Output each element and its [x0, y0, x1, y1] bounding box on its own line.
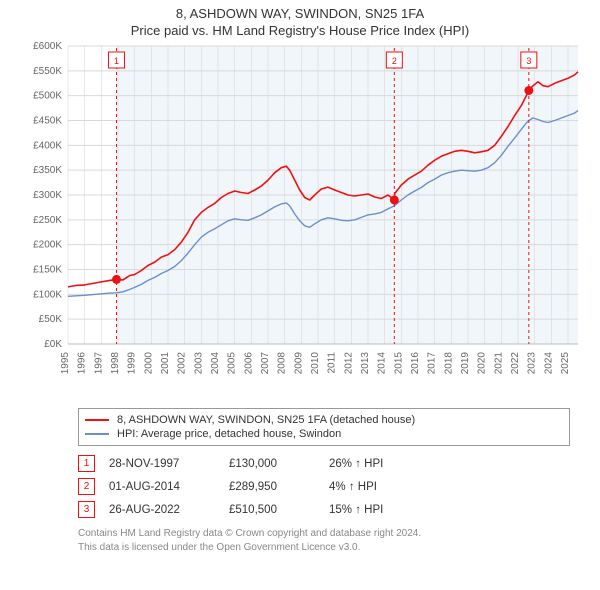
sales-row: 2 01-AUG-2014£289,9504% ↑ HPI — [78, 475, 570, 498]
xlabel: 2010 — [310, 352, 321, 375]
legend-item: 8, ASHDOWN WAY, SWINDON, SN25 1FA (detac… — [85, 413, 563, 427]
xlabel: 2013 — [360, 352, 371, 375]
xlabel: 2017 — [427, 352, 438, 375]
footer-line2: This data is licensed under the Open Gov… — [78, 541, 570, 555]
xlabel: 2012 — [343, 352, 354, 375]
legend: 8, ASHDOWN WAY, SWINDON, SN25 1FA (detac… — [78, 408, 570, 446]
xlabel: 2004 — [210, 352, 221, 375]
ylabel: £0K — [44, 339, 62, 350]
xlabel: 2016 — [410, 352, 421, 375]
title-line2: Price paid vs. HM Land Registry's House … — [8, 23, 592, 38]
ylabel: £550K — [33, 66, 62, 77]
xlabel: 2015 — [393, 352, 404, 375]
footer-attribution: Contains HM Land Registry data © Crown c… — [78, 527, 570, 554]
ylabel: £300K — [33, 190, 62, 201]
xlabel: 2001 — [160, 352, 171, 375]
legend-swatch — [85, 433, 109, 435]
sales-row: 1 28-NOV-1997£130,00026% ↑ HPI — [78, 452, 570, 475]
xlabel: 2024 — [543, 352, 554, 375]
sales-date: 01-AUG-2014 — [109, 481, 229, 493]
sale-dot-1 — [112, 275, 121, 284]
legend-item: HPI: Average price, detached house, Swin… — [85, 427, 563, 441]
xlabel: 2006 — [243, 352, 254, 375]
xlabel: 2020 — [477, 352, 488, 375]
sale-badge-label-3: 3 — [526, 56, 531, 66]
xlabel: 2023 — [527, 352, 538, 375]
xlabel: 1999 — [127, 352, 138, 375]
xlabel: 2002 — [177, 352, 188, 375]
sales-row: 3 26-AUG-2022£510,50015% ↑ HPI — [78, 498, 570, 521]
ylabel: £350K — [33, 165, 62, 176]
sales-badge: 3 — [78, 501, 95, 518]
xlabel: 2003 — [193, 352, 204, 375]
xlabel: 2005 — [227, 352, 238, 375]
ylabel: £100K — [33, 289, 62, 300]
sales-price: £289,950 — [229, 481, 329, 493]
xlabel: 2021 — [493, 352, 504, 375]
title-line1: 8, ASHDOWN WAY, SWINDON, SN25 1FA — [8, 6, 592, 21]
xlabel: 2025 — [560, 352, 571, 375]
xlabel: 1997 — [93, 352, 104, 375]
sale-dot-2 — [390, 195, 399, 204]
sales-badge: 2 — [78, 478, 95, 495]
legend-swatch — [85, 419, 109, 421]
sales-diff: 26% ↑ HPI — [329, 458, 429, 470]
chart-titles: 8, ASHDOWN WAY, SWINDON, SN25 1FA Price … — [0, 0, 600, 40]
sales-date: 28-NOV-1997 — [109, 458, 229, 470]
footer-line1: Contains HM Land Registry data © Crown c… — [78, 527, 570, 541]
sales-diff: 4% ↑ HPI — [329, 481, 429, 493]
xlabel: 2018 — [443, 352, 454, 375]
sales-price: £510,500 — [229, 504, 329, 516]
ylabel: £50K — [39, 314, 63, 325]
sale-badge-label-1: 1 — [114, 56, 119, 66]
sales-date: 26-AUG-2022 — [109, 504, 229, 516]
sales-table: 1 28-NOV-1997£130,00026% ↑ HPI 2 01-AUG-201… — [78, 452, 570, 521]
xlabel: 1995 — [60, 352, 71, 375]
xlabel: 2000 — [143, 352, 154, 375]
xlabel: 2019 — [460, 352, 471, 375]
xlabel: 2022 — [510, 352, 521, 375]
xlabel: 2014 — [377, 352, 388, 375]
sales-price: £130,000 — [229, 458, 329, 470]
ylabel: £400K — [33, 140, 62, 151]
xlabel: 1996 — [77, 352, 88, 375]
xlabel: 2007 — [260, 352, 271, 375]
legend-label: 8, ASHDOWN WAY, SWINDON, SN25 1FA (detac… — [117, 414, 415, 426]
ylabel: £200K — [33, 240, 62, 251]
xlabel: 2009 — [293, 352, 304, 375]
xlabel: 2011 — [327, 352, 338, 374]
ylabel: £150K — [33, 265, 62, 276]
xlabel: 1998 — [110, 352, 121, 375]
sales-badge: 1 — [78, 455, 95, 472]
chart-area: £0K £50K £100K £150K £200K £250K £300K £350K £40… — [10, 40, 590, 400]
legend-label: HPI: Average price, detached house, Swin… — [117, 428, 341, 440]
ylabel: £500K — [33, 91, 62, 102]
ylabel: £450K — [33, 116, 62, 127]
xlabel: 2008 — [277, 352, 288, 375]
sale-dot-3 — [524, 86, 533, 95]
ylabel: £250K — [33, 215, 62, 226]
ylabel: £600K — [33, 41, 62, 52]
sale-badge-label-2: 2 — [392, 56, 397, 66]
sales-diff: 15% ↑ HPI — [329, 504, 429, 516]
